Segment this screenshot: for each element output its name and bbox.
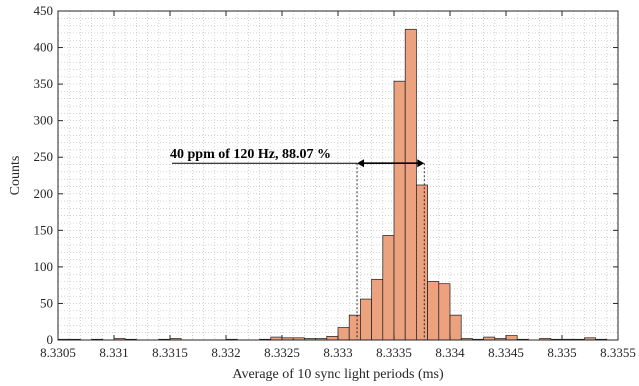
- x-axis-label: Average of 10 sync light periods (ms): [232, 367, 444, 382]
- histogram-bar: [416, 184, 428, 341]
- histogram-bar: [371, 278, 384, 341]
- grid-lines: [58, 11, 618, 340]
- x-tick-label: 8.3335: [376, 345, 412, 360]
- x-tick-label: 8.3325: [264, 345, 300, 360]
- histogram-bar: [360, 298, 372, 341]
- histogram-bar: [449, 314, 462, 341]
- x-tick-label: 8.335: [547, 345, 576, 360]
- histogram-bar: [393, 80, 406, 341]
- y-tick-label: 200: [34, 186, 54, 201]
- annotation-label: 40 ppm of 120 Hz, 88.07 %: [170, 147, 331, 162]
- y-tick-label: 400: [34, 40, 54, 55]
- y-tick-label: 350: [34, 76, 54, 91]
- histogram-bar: [326, 335, 339, 341]
- annotation-arrowhead-right: [417, 159, 425, 168]
- y-tick-label: 450: [34, 3, 54, 18]
- annotation-group: 40 ppm of 120 Hz, 88.07 %: [170, 147, 425, 340]
- x-tick-label: 8.331: [99, 345, 128, 360]
- y-tick-label: 250: [34, 149, 54, 164]
- y-tick-label: 50: [40, 295, 53, 310]
- y-tick-label: 100: [34, 259, 54, 274]
- y-tick-label: 300: [34, 113, 54, 128]
- histogram-bar: [505, 335, 518, 341]
- histogram-bars: [57, 28, 608, 341]
- x-tick-label: 8.3345: [488, 345, 524, 360]
- x-tick-label: 8.3305: [40, 345, 76, 360]
- y-tick-labels: 0 50 100 150 200 250 300 350 400 450: [34, 3, 54, 347]
- histogram-bar: [348, 314, 361, 341]
- annotation-arrowhead-left: [357, 159, 365, 168]
- y-tick-label: 150: [34, 222, 54, 237]
- y-tick-label: 0: [47, 332, 54, 347]
- x-tick-label: 8.3315: [152, 345, 188, 360]
- axis-ticks: [57, 10, 619, 341]
- histogram-bar: [427, 281, 440, 341]
- histogram-bar: [337, 327, 350, 341]
- y-axis-label: Counts: [8, 156, 23, 196]
- histogram-bar: [404, 28, 417, 341]
- x-tick-label: 8.332: [211, 345, 240, 360]
- x-tick-label: 8.333: [323, 345, 352, 360]
- x-tick-labels: 8.3305 8.331 8.3315 8.332 8.3325 8.333 8.3335 8…: [40, 345, 636, 360]
- histogram-bar: [438, 283, 451, 341]
- x-tick-label: 8.3355: [600, 345, 636, 360]
- x-tick-label: 8.334: [435, 345, 465, 360]
- histogram-bar: [382, 235, 395, 341]
